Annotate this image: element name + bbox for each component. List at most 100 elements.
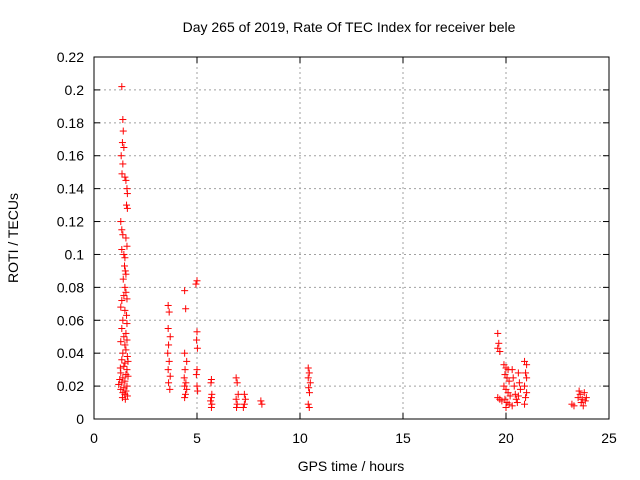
data-point — [164, 325, 172, 332]
data-point — [498, 397, 506, 405]
data-point — [182, 379, 190, 387]
data-point — [506, 392, 514, 400]
data-point — [523, 374, 531, 382]
data-point — [304, 374, 312, 382]
data-point — [117, 218, 125, 226]
data-point — [118, 356, 126, 364]
data-point — [502, 403, 510, 411]
data-point — [207, 394, 215, 402]
data-point — [510, 382, 518, 390]
x-tick-label: 0 — [90, 430, 98, 446]
x-tick-label: 15 — [395, 430, 411, 446]
data-point — [511, 390, 519, 398]
data-point — [306, 379, 314, 387]
data-point — [120, 144, 128, 151]
data-point — [120, 333, 128, 341]
data-point — [118, 297, 126, 305]
data-point — [118, 246, 126, 254]
data-point — [193, 382, 201, 390]
data-point — [123, 204, 131, 212]
data-point — [505, 377, 513, 385]
data-point — [233, 400, 241, 408]
data-point — [166, 372, 174, 380]
data-point — [121, 306, 129, 314]
data-point — [522, 369, 530, 377]
data-point — [121, 254, 129, 262]
x-tick-labels: 0 5 10 15 20 25 — [90, 430, 617, 446]
data-point — [117, 303, 125, 311]
chart-title: Day 265 of 2019, Rate Of TEC Index for r… — [183, 19, 516, 35]
y-tick-label: 0.2 — [65, 82, 85, 98]
data-point — [183, 385, 191, 393]
data-point — [120, 262, 128, 270]
data-point — [122, 387, 130, 395]
data-point — [121, 173, 129, 181]
data-point — [121, 377, 129, 385]
data-point — [508, 366, 516, 374]
data-points — [115, 83, 590, 411]
data-point — [164, 349, 172, 357]
data-point — [120, 250, 128, 258]
data-point — [118, 170, 126, 178]
data-point — [166, 385, 174, 393]
data-point — [180, 374, 188, 382]
y-tick-label: 0.14 — [57, 181, 84, 197]
x-tick-label: 20 — [498, 430, 514, 446]
data-point — [193, 366, 201, 374]
data-point — [193, 277, 201, 285]
data-point — [123, 366, 131, 374]
data-point — [232, 395, 240, 403]
data-point — [121, 267, 129, 275]
data-point — [182, 305, 190, 313]
data-point — [119, 116, 127, 124]
data-point — [523, 389, 531, 397]
data-point — [123, 352, 131, 360]
data-point — [522, 394, 530, 402]
y-tick-label: 0.22 — [57, 49, 84, 65]
data-point — [192, 280, 200, 288]
data-point — [505, 400, 513, 408]
data-point — [304, 364, 312, 372]
data-point — [580, 389, 588, 397]
data-point — [305, 403, 313, 411]
data-point — [166, 333, 174, 341]
data-point — [181, 366, 189, 374]
data-point — [120, 362, 128, 370]
y-tick-label: 0.16 — [57, 148, 84, 164]
data-point — [181, 394, 189, 402]
data-point — [515, 379, 523, 387]
data-point — [165, 341, 173, 349]
data-point — [514, 392, 522, 400]
data-point — [118, 83, 126, 91]
data-point — [123, 295, 131, 303]
data-point — [193, 336, 201, 344]
data-point — [121, 359, 129, 367]
data-point — [165, 308, 173, 316]
data-point — [119, 127, 127, 135]
plot-frame — [93, 56, 610, 420]
data-point — [578, 395, 586, 403]
data-point — [123, 311, 131, 319]
data-point — [579, 402, 587, 410]
data-point — [193, 328, 201, 336]
data-point — [521, 400, 529, 408]
data-point — [207, 397, 215, 405]
data-point — [121, 341, 129, 349]
data-point — [117, 338, 125, 346]
x-axis-label: GPS time / hours — [298, 458, 405, 474]
data-point — [117, 152, 125, 160]
data-point — [123, 201, 131, 209]
data-point — [123, 190, 131, 198]
data-point — [119, 316, 127, 324]
data-point — [240, 400, 248, 408]
data-point — [119, 349, 127, 357]
data-point — [181, 349, 189, 357]
grid-lines — [93, 56, 610, 420]
data-point — [164, 366, 172, 374]
data-point — [570, 402, 578, 410]
y-tick-label: 0.08 — [57, 279, 84, 295]
data-point — [304, 400, 312, 408]
y-tick-label: 0 — [76, 411, 84, 427]
data-point — [576, 390, 584, 398]
data-point — [165, 357, 173, 365]
